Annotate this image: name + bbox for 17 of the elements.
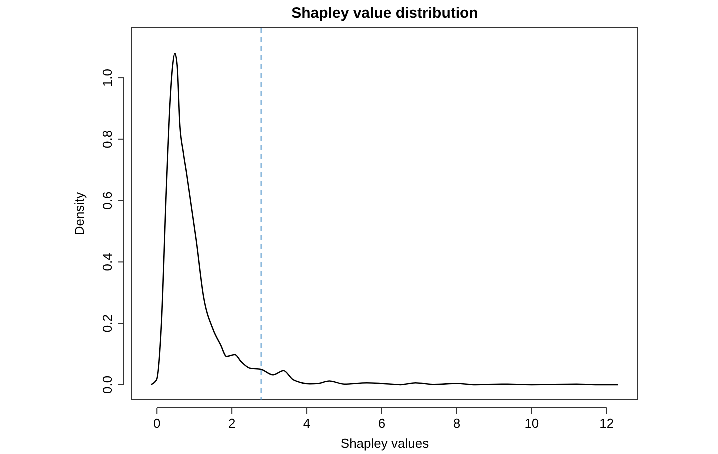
y-tick-label: 0.6: [100, 192, 115, 210]
x-axis-title: Shapley values: [340, 436, 430, 451]
y-tick-label: 0.2: [100, 314, 115, 333]
x-tick-label: 10: [524, 416, 540, 431]
y-tick-label: 0.4: [100, 253, 115, 272]
x-tick-label: 8: [453, 416, 461, 431]
y-tick-label: 0.8: [100, 130, 115, 148]
x-tick-label: 0: [153, 416, 161, 431]
y-tick-label: 0.0: [100, 376, 115, 394]
x-tick-label: 12: [600, 416, 614, 431]
chart-title: Shapley value distribution: [292, 5, 478, 22]
line-series: [150, 52, 619, 386]
y-axis-title: Density: [72, 192, 87, 236]
x-tick-label: 4: [303, 416, 311, 431]
x-tick-label: 6: [378, 416, 386, 431]
x-tick-label: 2: [228, 416, 236, 431]
y-tick-label: 1.0: [100, 68, 115, 88]
